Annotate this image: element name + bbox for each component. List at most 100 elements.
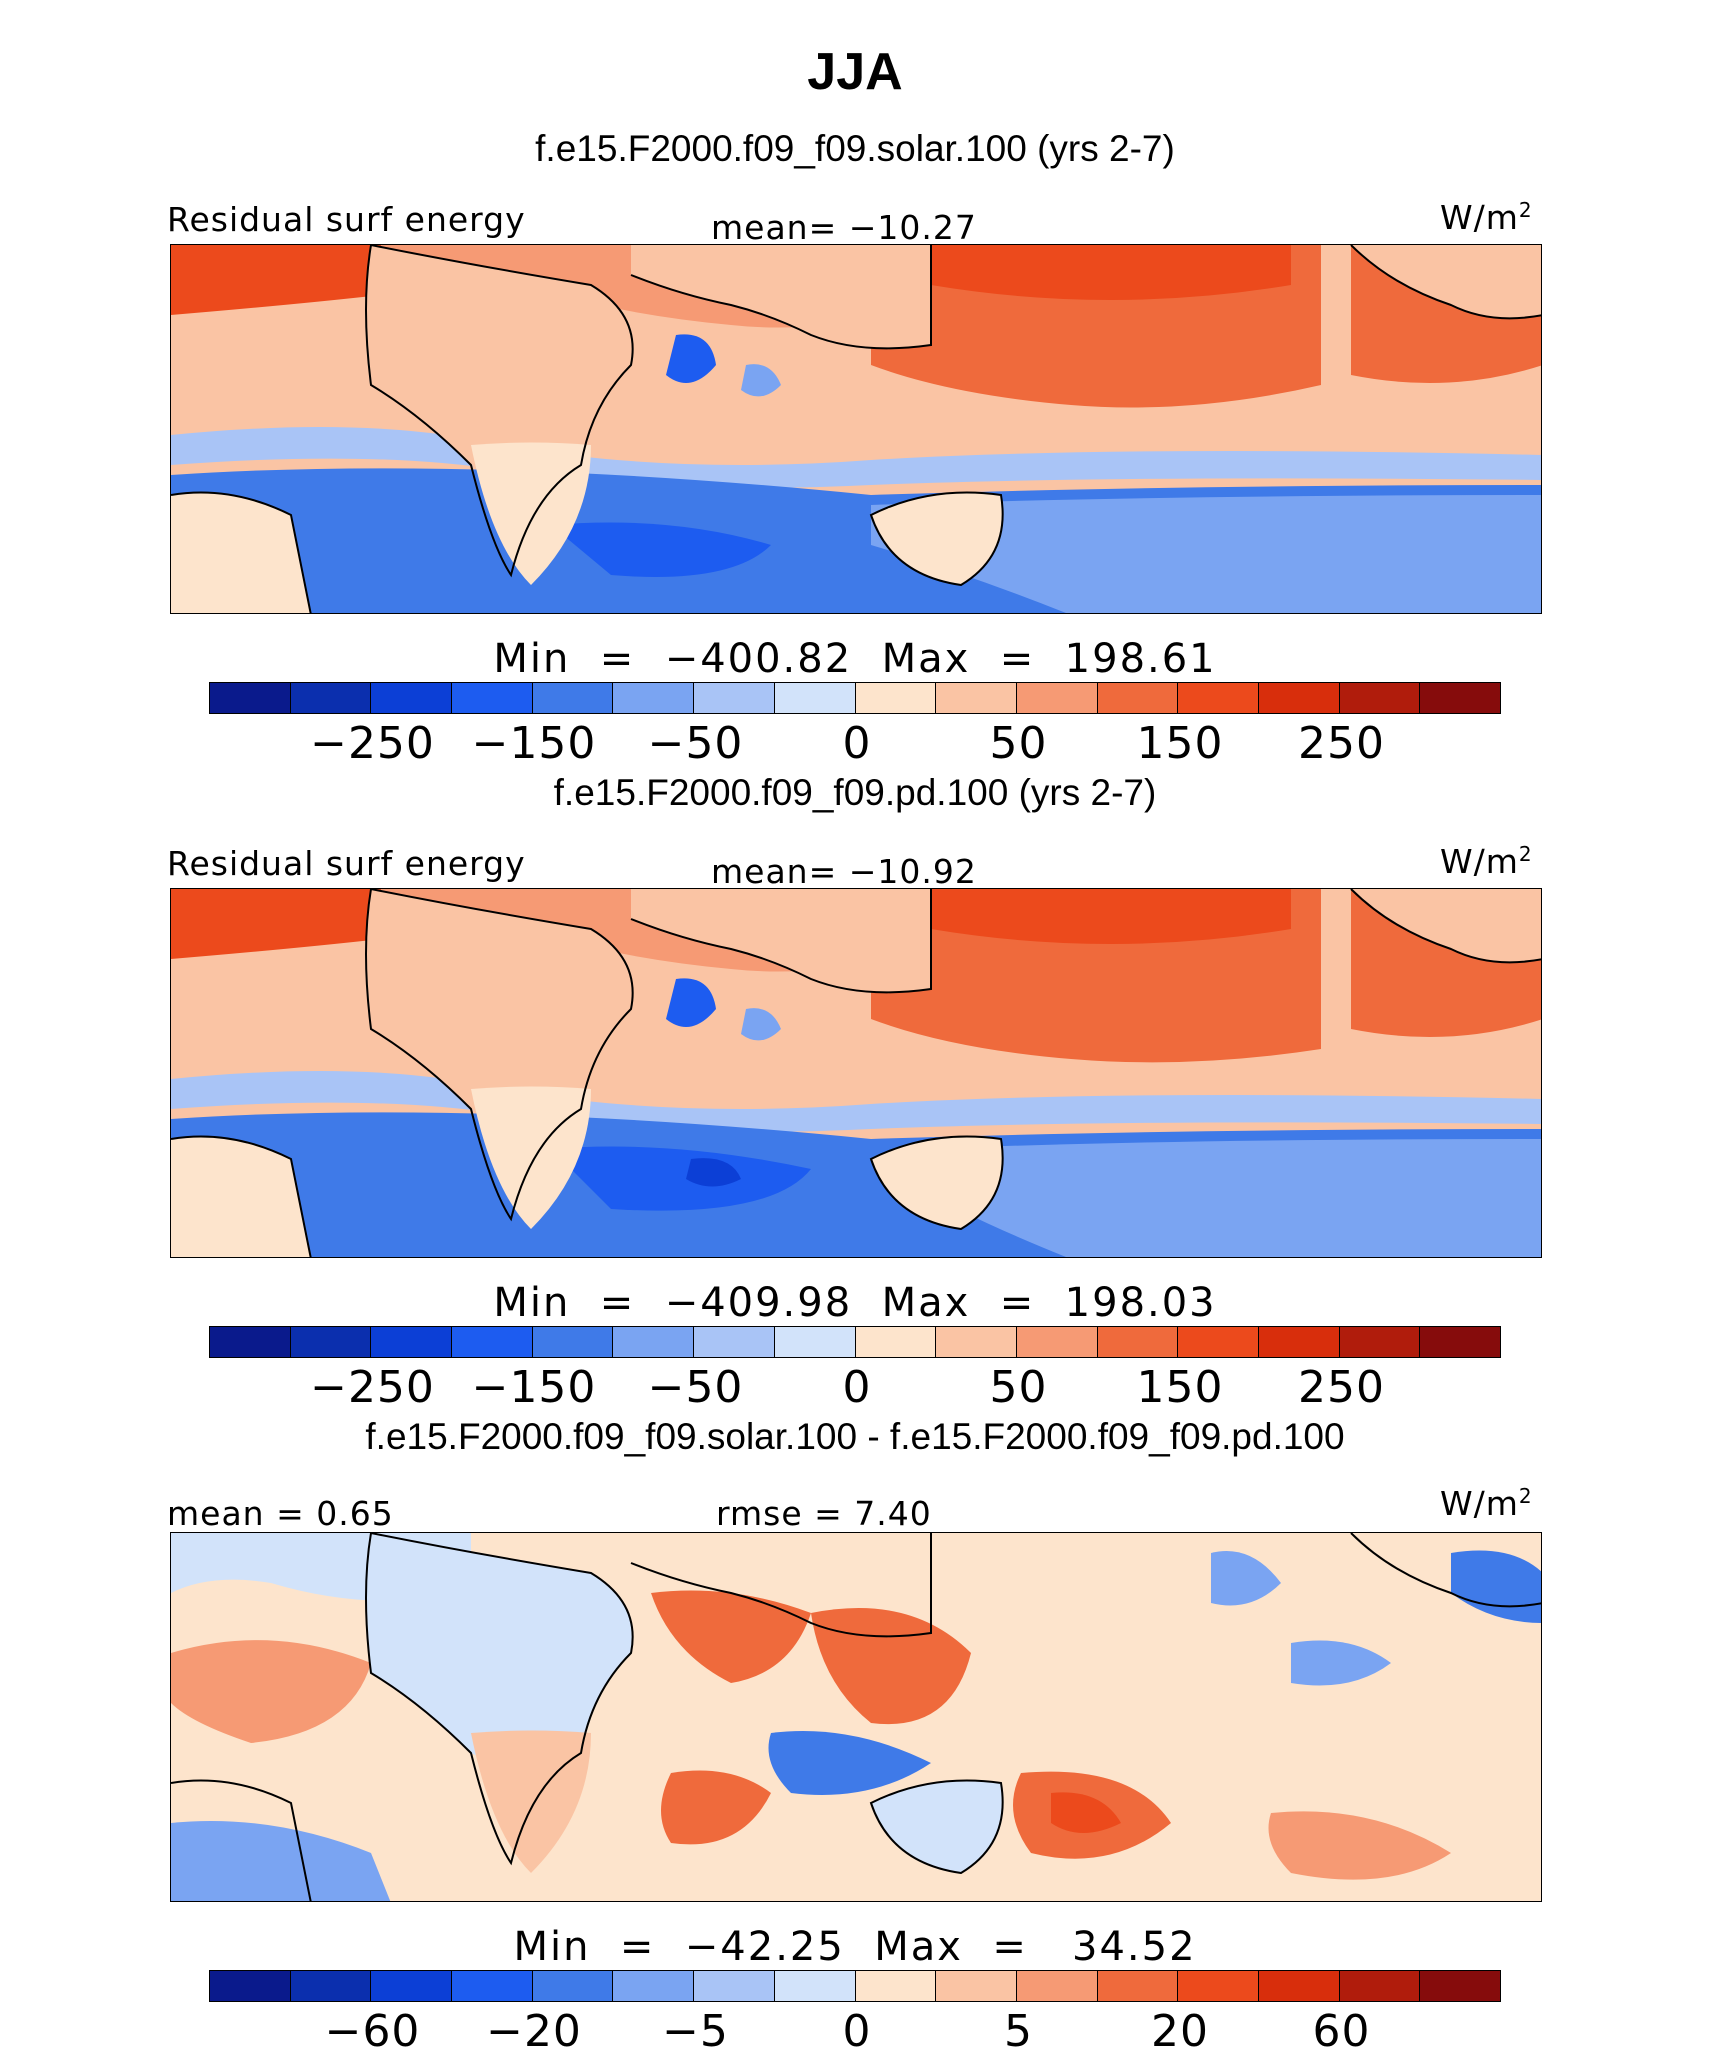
colorbar-swatch	[1258, 683, 1340, 713]
asia-land	[631, 245, 931, 349]
asia-coastline	[630, 889, 932, 994]
south-america-land	[171, 1136, 311, 1257]
australia-coastline	[869, 1779, 1004, 1875]
units-superscript: 2	[1518, 198, 1533, 222]
colorbar-swatch	[452, 1327, 533, 1357]
colorbar-swatch	[694, 1971, 775, 2001]
east-pacific-positive-patch	[1268, 1811, 1451, 1880]
colorbar-swatch	[371, 1971, 453, 2001]
south-america-coastline	[171, 1779, 312, 1901]
colorbar-swatch	[613, 1327, 695, 1357]
panel-3-colorbar-ticks: −60 −20 −5 0 5 20 60	[0, 2006, 1710, 2057]
colorbar-swatch	[452, 683, 533, 713]
asia-coastline	[630, 245, 932, 350]
north-pacific-negative-patch-1	[1211, 1551, 1281, 1606]
colorbar-tick-label: −20	[486, 2006, 582, 2057]
africa-region	[366, 1533, 633, 1768]
north-atlantic-high	[171, 245, 381, 315]
panel-2-map	[170, 888, 1542, 1258]
south-indian-strong-negative	[551, 1146, 811, 1211]
units-text: W/m	[1440, 842, 1519, 881]
colorbar-swatch	[774, 683, 856, 713]
colorbar-tick-label: −50	[647, 1362, 744, 1413]
colorbar-swatch	[855, 683, 937, 713]
colorbar-swatch	[290, 1327, 372, 1357]
colorbar-swatch	[694, 683, 775, 713]
australia-coastline	[869, 491, 1004, 587]
bay-of-bengal-negative	[741, 1008, 781, 1041]
north-america-coastline	[1350, 245, 1541, 320]
colorbar-swatch	[532, 683, 614, 713]
panel-1-mean-label: mean= −10.27	[711, 208, 977, 247]
colorbar-swatch	[532, 1971, 614, 2001]
panel-3-map-svg	[171, 1533, 1541, 1901]
panel-2-minmax: Min = −409.98 Max = 198.03	[493, 1280, 1217, 1326]
colorbar-tick-label: −150	[471, 1362, 597, 1413]
colorbar-swatch	[774, 1327, 856, 1357]
colorbar-swatch	[1016, 1327, 1098, 1357]
colorbar-tick-label: 150	[1136, 718, 1224, 769]
colorbar-swatch	[452, 1971, 533, 2001]
north-america-land	[1351, 889, 1541, 963]
colorbar-swatch	[1178, 683, 1259, 713]
colorbar-swatch	[1339, 1327, 1421, 1357]
colorbar-swatch	[1339, 683, 1421, 713]
panel-2-colorbar-ticks: −250 −150 −50 0 50 150 250	[0, 1362, 1710, 1413]
north-pacific-peak	[891, 889, 1291, 944]
australia-coastline	[869, 1135, 1004, 1231]
panel-1-map	[170, 244, 1542, 614]
colorbar-tick-label: −50	[647, 718, 744, 769]
units-superscript: 2	[1518, 1484, 1533, 1508]
panel-3-mean-label: mean = 0.65	[167, 1494, 394, 1533]
colorbar-swatch	[1258, 1327, 1340, 1357]
figure-title: JJA	[807, 43, 903, 101]
panel-1-units: W/m2	[1440, 198, 1533, 237]
south-indian-strong-negative	[551, 522, 771, 577]
units-text: W/m	[1440, 1484, 1519, 1523]
colorbar-swatch	[1339, 1971, 1421, 2001]
panel-3-units: W/m2	[1440, 1484, 1533, 1523]
colorbar-swatch	[1097, 1971, 1179, 2001]
panel-1-colorbar-ticks: −250 −150 −50 0 50 150 250	[0, 718, 1710, 769]
panel-1-minmax: Min = −400.82 Max = 198.61	[493, 636, 1217, 682]
north-america-coastline	[1350, 889, 1541, 964]
colorbar-swatch	[1420, 1327, 1500, 1357]
equatorial-negative-band	[171, 1071, 1541, 1132]
colorbar-swatch	[1097, 1327, 1179, 1357]
colorbar-tick-label: 150	[1136, 1362, 1224, 1413]
colorbar-tick-label: 5	[1004, 2006, 1033, 2057]
colorbar-swatch	[1097, 683, 1179, 713]
colorbar-swatch	[1016, 1971, 1098, 2001]
panel-2-map-svg	[171, 889, 1541, 1257]
colorbar-swatch	[290, 683, 372, 713]
colorbar-tick-label: 50	[989, 1362, 1048, 1413]
colorbar-tick-label: 0	[842, 718, 872, 769]
colorbar-tick-label: 0	[842, 2006, 872, 2057]
colorbar-swatch	[210, 1327, 291, 1357]
colorbar-swatch	[774, 1971, 856, 2001]
south-america-coastline	[171, 491, 312, 613]
africa-south-land	[471, 1086, 591, 1229]
colorbar-swatch	[1016, 683, 1098, 713]
colorbar-tick-label: −150	[471, 718, 597, 769]
colorbar-tick-label: 0	[842, 1362, 872, 1413]
africa-coastline	[365, 1533, 634, 1866]
panel-2-title: f.e15.F2000.f09_f09.pd.100 (yrs 2-7)	[553, 772, 1157, 813]
africa-north-land	[366, 889, 633, 1124]
equatorial-negative-band	[171, 427, 1541, 488]
africa-south-land	[471, 442, 591, 585]
colorbar-swatch	[1420, 683, 1500, 713]
south-indian-positive-patch	[661, 1770, 771, 1845]
colorbar-tick-label: 50	[989, 718, 1048, 769]
colorbar-tick-label: −5	[662, 2006, 729, 2057]
panel-3-colorbar	[209, 1970, 1501, 2002]
colorbar-swatch	[1178, 1327, 1259, 1357]
north-pacific-peak	[891, 245, 1291, 300]
panel-3-rmse-label: rmse = 7.40	[716, 1494, 932, 1533]
africa-coastline	[365, 245, 634, 578]
panel-1-title: f.e15.F2000.f09_f09.solar.100 (yrs 2-7)	[535, 128, 1175, 169]
panel-1-variable-label: Residual surf energy	[167, 200, 526, 239]
south-indian-peak-negative	[686, 1158, 741, 1187]
panel-2-mean-label: mean= −10.92	[711, 852, 977, 891]
colorbar-swatch	[290, 1971, 372, 2001]
